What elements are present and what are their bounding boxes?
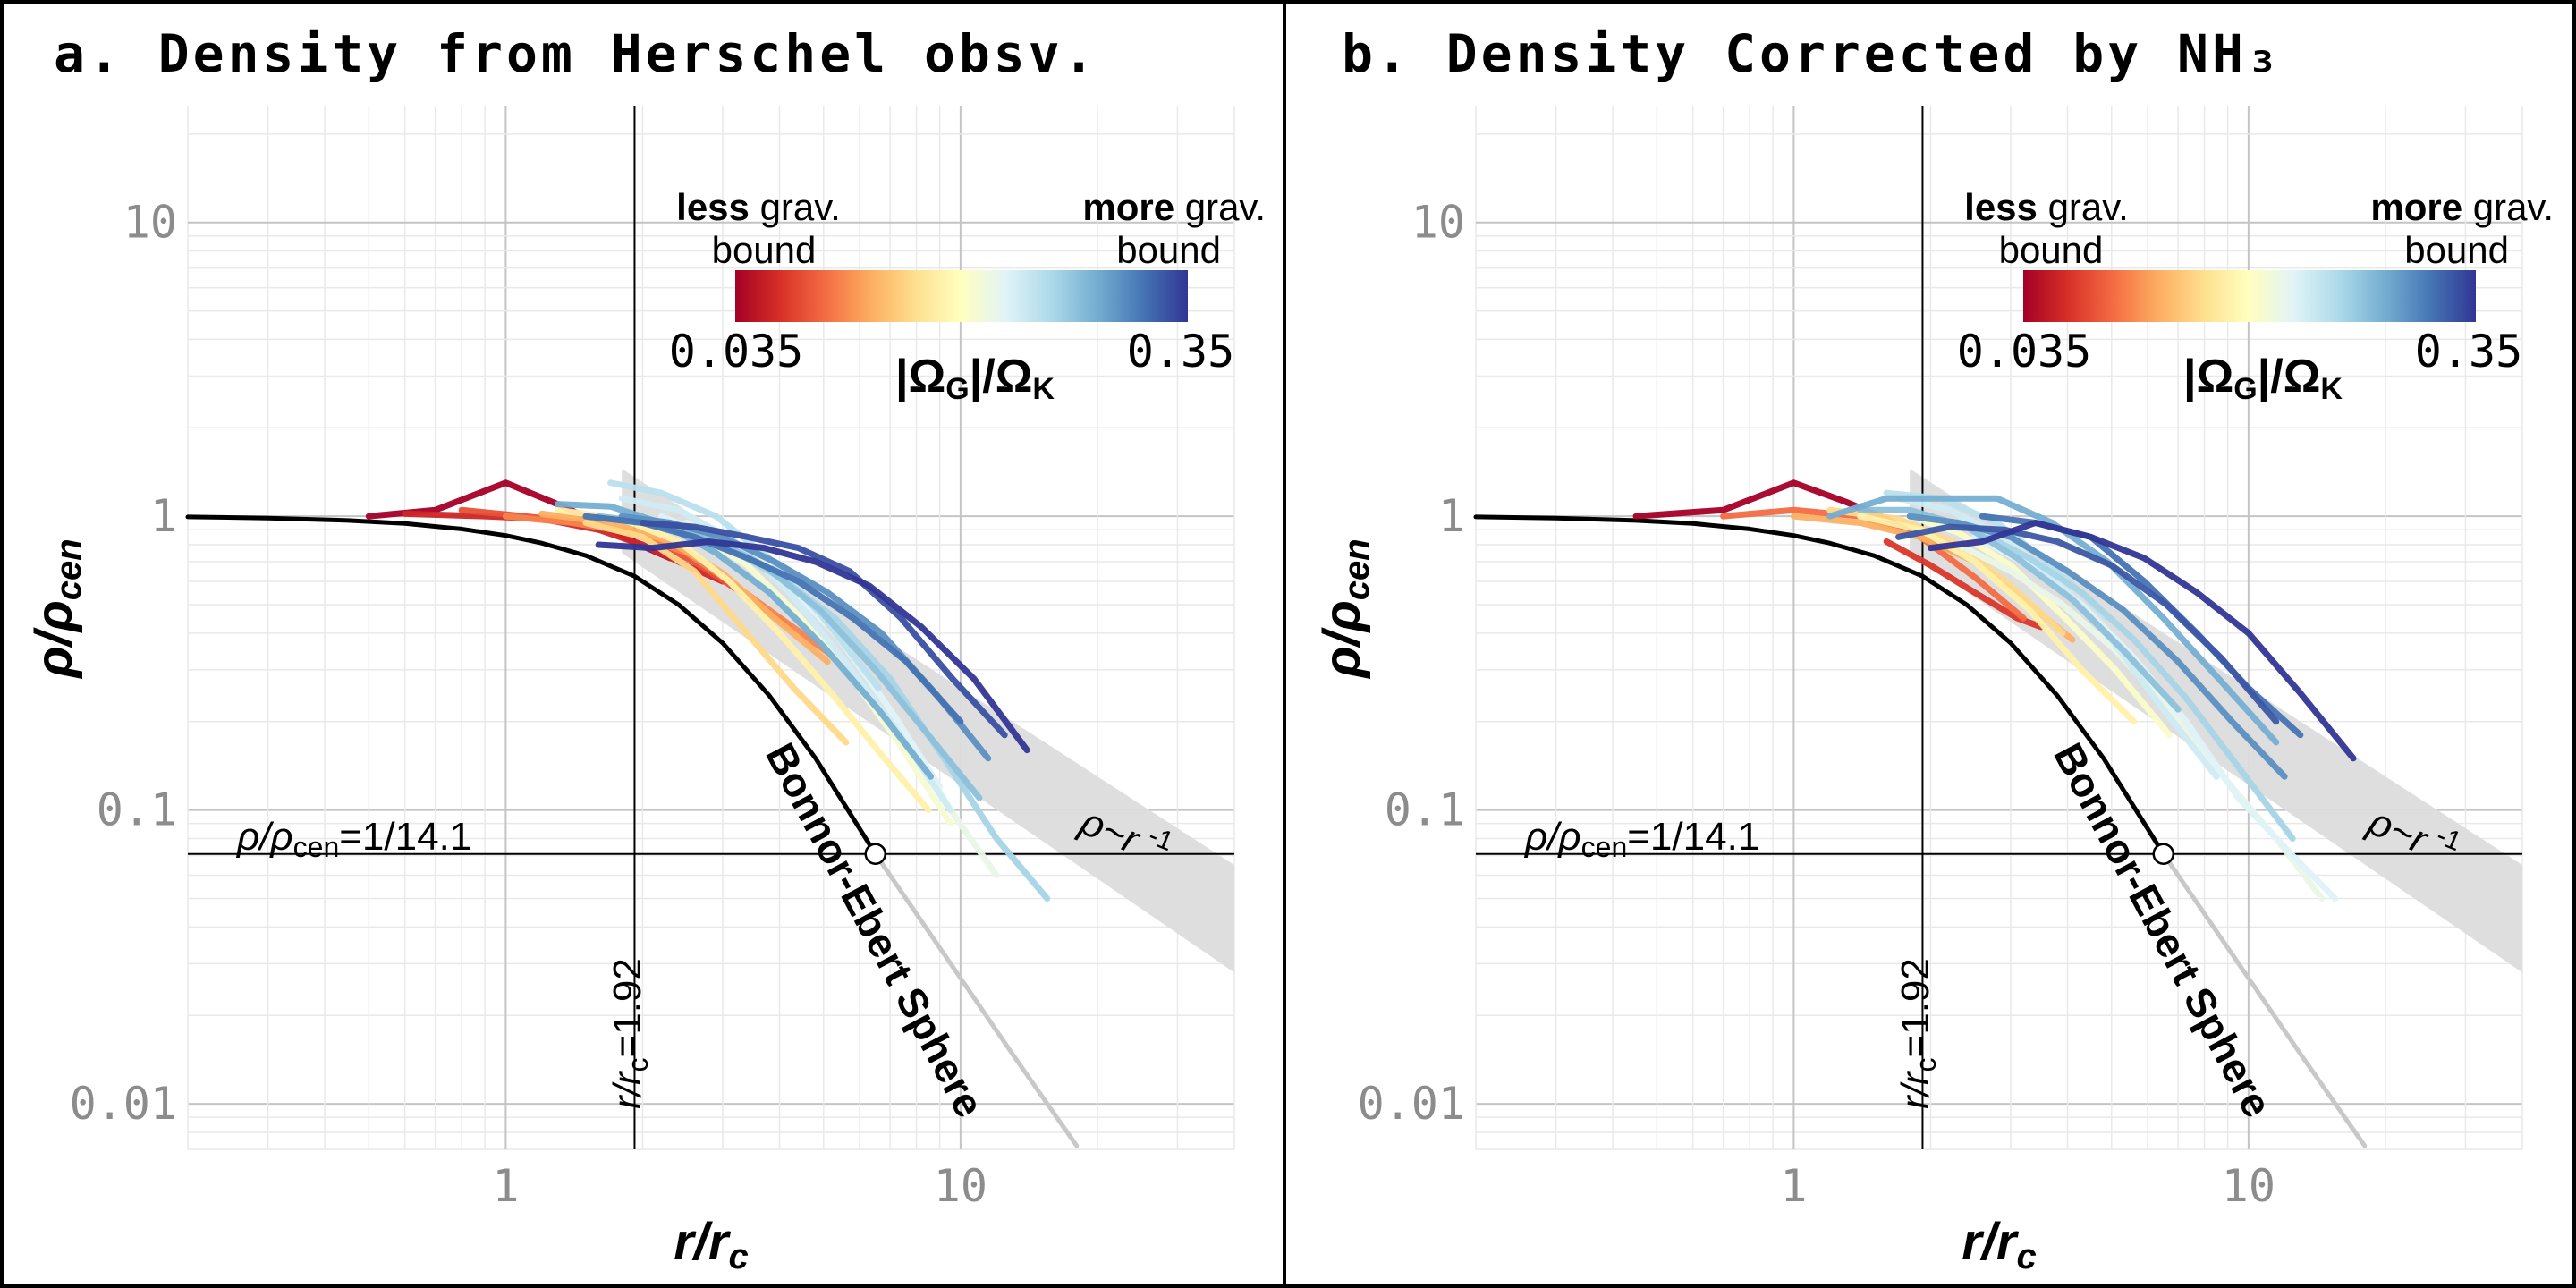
colorbar <box>2023 270 2476 322</box>
panel-b: b. Density Corrected by NH₃ 1 10 10 1 0.1 0.0… <box>1313 23 2554 1276</box>
colorbar-gradient <box>2023 270 2476 322</box>
colorbar-right-label-line2: bound <box>2404 229 2509 271</box>
panel-b-frame <box>1283 0 2576 1288</box>
profile-line <box>1826 495 2280 746</box>
be-curve-extension <box>2161 852 2368 1148</box>
y-tick-label: 0.01 <box>1358 1078 1465 1130</box>
critical-point <box>2152 843 2174 865</box>
colorbar-left-label: less grav. <box>676 186 841 228</box>
colorbar-left-label-line2: bound <box>712 229 817 271</box>
colorbar-left-label: less grav. <box>1964 186 2129 228</box>
colorbar-gradient <box>735 270 1188 322</box>
r-threshold-label: r/rc=1.92 <box>606 958 654 1109</box>
profile-line <box>1720 506 2027 622</box>
x-tick-label: 1 <box>492 1160 519 1212</box>
profile-line <box>1857 513 2138 725</box>
y-tick-label: 0.01 <box>70 1078 177 1130</box>
colorbar <box>735 270 1188 322</box>
rho-threshold-label: ρ/ρcen=1/14.1 <box>1523 815 1759 863</box>
y-tick-label: 1 <box>1438 490 1465 542</box>
be-curve-line <box>1473 514 2166 857</box>
y-tick-label: 1 <box>150 490 177 542</box>
profile-line <box>1895 495 2220 780</box>
be-curve <box>185 514 1080 1148</box>
colorbar-min-label: 0.035 <box>1957 326 2092 377</box>
colorbar-min-label: 0.035 <box>669 326 804 377</box>
threshold-lines <box>188 106 1234 1149</box>
profile-line <box>1857 506 2182 713</box>
x-axis-label: r/rc <box>674 1213 749 1276</box>
profile-line <box>1927 519 2357 762</box>
panel-title: a. Density from Herschel obsv. <box>54 23 1098 84</box>
y-tick-label: 10 <box>123 197 177 249</box>
panel-title: b. Density Corrected by NH₃ <box>1342 23 2282 84</box>
profile-series <box>365 479 1051 902</box>
critical-point-marker <box>864 843 886 865</box>
y-tick-label: 10 <box>1411 197 1465 249</box>
colorbar-right-label-line2: bound <box>1116 229 1221 271</box>
y-tick-label: 0.1 <box>97 784 177 836</box>
be-curve <box>1473 514 2368 1148</box>
x-tick-label: 10 <box>934 1160 987 1212</box>
colorbar-max-label: 0.35 <box>2415 326 2522 377</box>
colorbar-right-label: more grav. <box>1082 186 1266 228</box>
x-tick-label: 1 <box>1780 1160 1807 1212</box>
colorbar-right-label: more grav. <box>2370 186 2554 228</box>
profile-line <box>1883 538 2045 631</box>
be-curve-label: Bonnor-Ebert Sphere <box>757 735 993 1124</box>
tick-labels: 1 10 10 1 0.1 0.01 <box>70 197 987 1212</box>
be-curve-line <box>185 514 878 857</box>
colorbar-left-label-line2: bound <box>1999 229 2104 271</box>
y-axis-label: ρ/ρcen <box>1313 538 1377 679</box>
critical-point-marker <box>2152 843 2174 865</box>
r-threshold-label: r/rc=1.92 <box>1894 958 1942 1109</box>
colorbar-title: |ΩG|/ΩK <box>2183 351 2343 406</box>
y-tick-label: 0.1 <box>1385 784 1465 836</box>
threshold-lines <box>1476 106 2522 1149</box>
profile-line <box>595 538 1030 754</box>
be-curve-extension <box>873 852 1080 1148</box>
critical-point <box>864 843 886 865</box>
colorbar-max-label: 0.35 <box>1127 326 1234 377</box>
rho-threshold-label: ρ/ρcen=1/14.1 <box>235 815 471 863</box>
y-axis-label: ρ/ρcen <box>25 538 89 679</box>
panel-a: a. Density from Herschel obsv. 1 10 10 1 0.1… <box>25 23 1266 1276</box>
colorbar-title: |ΩG|/ΩK <box>895 351 1055 406</box>
profile-line <box>582 519 850 746</box>
profile-line <box>1895 523 2280 725</box>
profile-series <box>1632 479 2357 902</box>
x-axis-label: r/rc <box>1962 1213 2037 1276</box>
profile-line <box>554 501 935 780</box>
x-tick-label: 10 <box>2222 1160 2275 1212</box>
profile-line <box>639 519 1008 739</box>
profile-line <box>1971 526 2296 842</box>
be-curve-label: Bonnor-Ebert Sphere <box>2045 735 2281 1124</box>
tick-labels: 1 10 10 1 0.1 0.01 <box>1358 197 2275 1212</box>
